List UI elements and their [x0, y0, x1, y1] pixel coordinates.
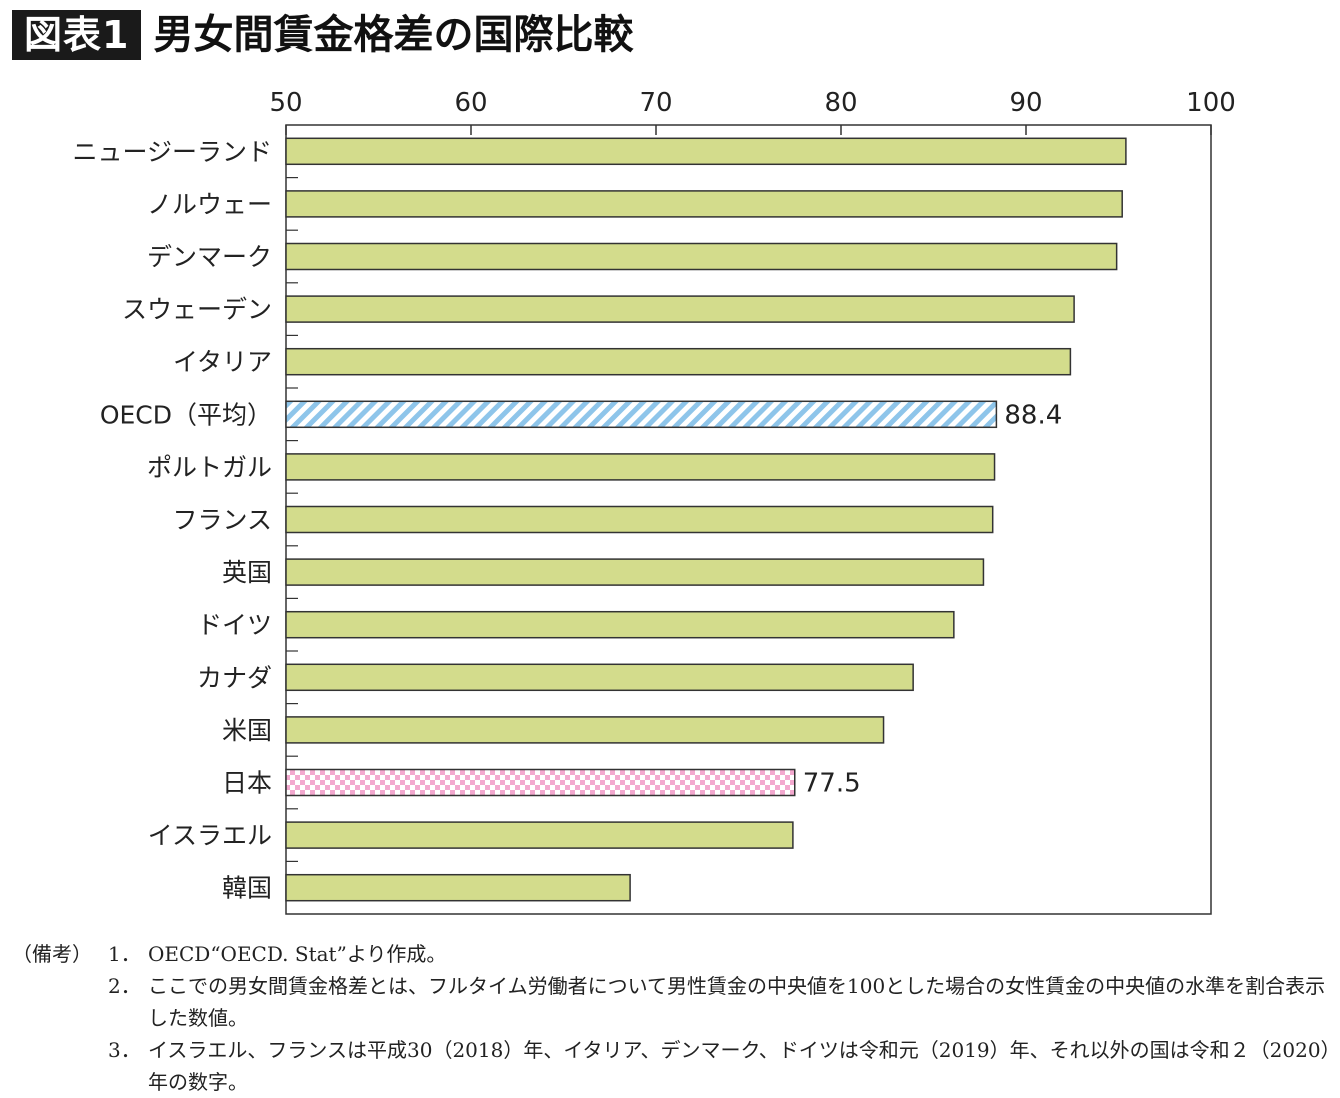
category-label: ドイツ — [197, 611, 272, 640]
bar — [285, 295, 1075, 323]
category-label: 韓国 — [222, 874, 272, 903]
chart-notes: （備考） 1． OECD“OECD. Stat”より作成。 2． ここでの男女間… — [12, 938, 1332, 1098]
x-tick-label: 50 — [269, 88, 302, 118]
note-text: ここでの男女間賃金格差とは、フルタイム労働者について男性賃金の中央値を100とし… — [148, 974, 1326, 1030]
figure-badge: 図表1 — [12, 10, 142, 60]
x-tick-label: 90 — [1009, 88, 1042, 118]
category-label: 英国 — [222, 558, 272, 587]
x-tick-label: 100 — [1186, 88, 1236, 118]
note-row-3: 3． イスラエル、フランスは平成30（2018）年、イタリア、デンマーク、ドイツ… — [12, 1034, 1332, 1098]
bar — [285, 347, 1072, 376]
category-label: イスラエル — [148, 821, 272, 850]
chart-title: 男女間賃金格差の国際比較 — [153, 12, 634, 58]
x-tick-label: 60 — [454, 88, 487, 118]
note-number: 3． — [108, 1038, 141, 1062]
bar-chart: 50 60 70 80 90 100 ニュージーランドノルウェーデンマークスウェーデンイタリ… — [72, 88, 1236, 915]
note-row-2: 2． ここでの男女間賃金格差とは、フルタイム労働者について男性賃金の中央値を10… — [12, 970, 1332, 1034]
bar — [285, 610, 955, 639]
x-tick-label: 80 — [824, 88, 857, 118]
category-label: ポルトガル — [147, 453, 272, 482]
notes-lead: （備考） — [12, 942, 92, 966]
data-label: 88.4 — [1004, 400, 1062, 430]
category-label: フランス — [172, 506, 272, 535]
bar — [285, 242, 1118, 271]
bar — [285, 558, 985, 586]
note-number: 1． — [108, 942, 141, 966]
category-label: OECD（平均） — [100, 400, 272, 429]
data-label: 77.5 — [803, 769, 861, 799]
note-text: OECD“OECD. Stat”より作成。 — [148, 942, 447, 966]
bar — [285, 663, 914, 692]
bar — [285, 821, 794, 849]
note-number: 2． — [108, 974, 141, 998]
note-text: イスラエル、フランスは平成30（2018）年、イタリア、デンマーク、ドイツは令和… — [148, 1038, 1331, 1094]
category-label: デンマーク — [147, 243, 272, 272]
bar — [285, 505, 994, 534]
x-tick-label: 70 — [639, 88, 672, 118]
bar — [285, 137, 1127, 166]
category-label: スウェーデン — [122, 295, 272, 324]
category-label: ノルウェー — [147, 190, 272, 219]
category-label: イタリア — [173, 348, 272, 377]
bar — [285, 190, 1123, 218]
category-label: カナダ — [197, 663, 272, 692]
bar — [285, 400, 998, 429]
bar — [285, 768, 796, 797]
bar — [285, 453, 996, 481]
category-label: 日本 — [222, 769, 272, 798]
note-row-1: （備考） 1． OECD“OECD. Stat”より作成。 — [12, 938, 1332, 970]
category-label: ニュージーランド — [72, 137, 272, 166]
figure-header: 図表1 男女間賃金格差の国際比較 — [12, 8, 633, 62]
category-label: 米国 — [222, 716, 272, 745]
bar — [285, 873, 631, 902]
bar — [285, 716, 885, 744]
